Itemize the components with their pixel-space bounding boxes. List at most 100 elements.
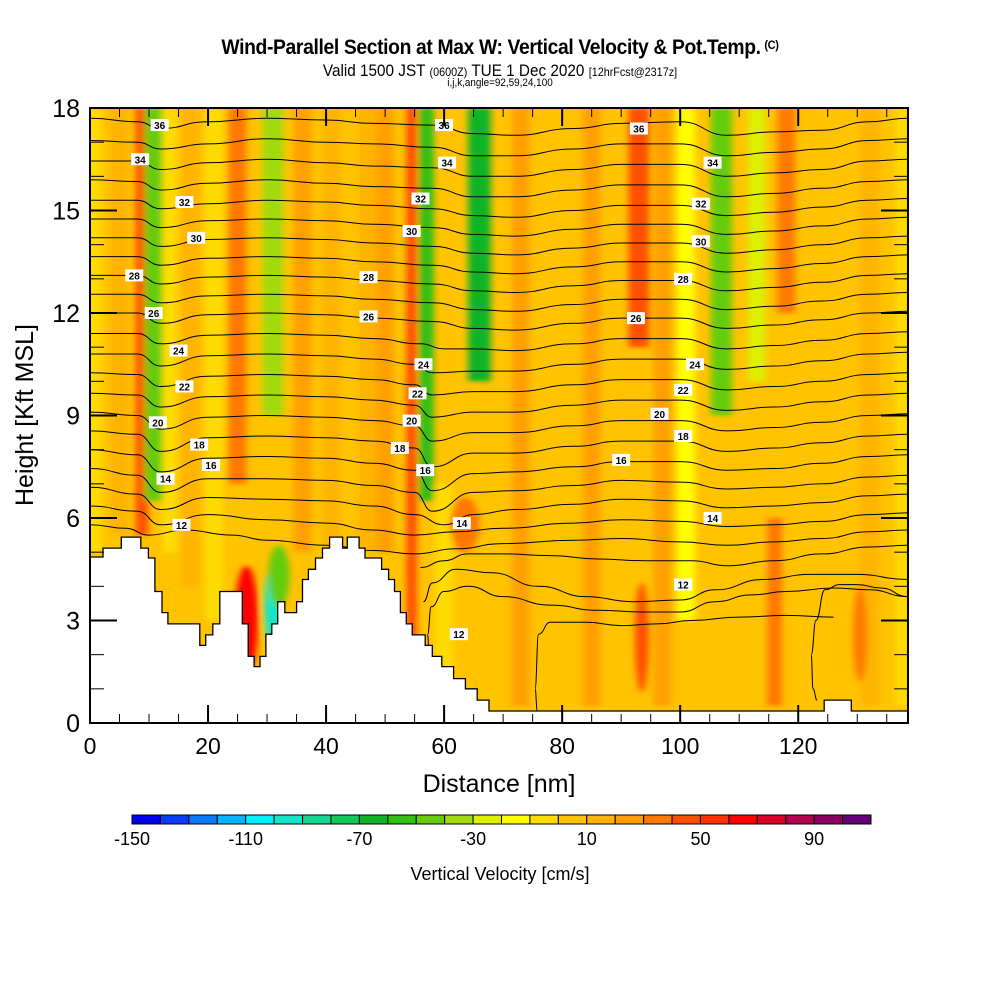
- valid-date: TUE 1 Dec 2020: [471, 61, 585, 80]
- colorbar-swatch: [188, 814, 218, 825]
- theta-contour-25: [90, 331, 908, 352]
- contour-label-text: 36: [154, 121, 166, 132]
- y-axis-label: Height [Kft MSL]: [11, 324, 39, 506]
- contour-label: 36: [150, 119, 169, 132]
- vv-band: [323, 108, 341, 553]
- x-axis-label: Distance [nm]: [423, 770, 576, 798]
- contour-label: 20: [402, 414, 421, 428]
- contour-label: 14: [156, 472, 175, 486]
- colorbar-swatch: [501, 814, 531, 825]
- contour-label-text: 26: [363, 312, 375, 323]
- colorbar-swatch: [245, 814, 275, 825]
- x-tick-label: 0: [84, 733, 97, 759]
- y-axis-tick-labels: 0 3 6 9 12 15 18: [52, 95, 80, 738]
- contour-label: 26: [626, 312, 645, 325]
- contour-label-box: [187, 231, 206, 244]
- colorbar-tick-label: -150: [114, 829, 150, 849]
- contour-label: 28: [125, 269, 144, 282]
- terrain-mask: [89, 536, 909, 724]
- colorbar-swatch: [813, 814, 844, 825]
- contour-label-box: [674, 578, 693, 591]
- plot-area: 36 34 32 30 28 26 24 22 20 18 16 14 12 28 26 36 34 32 30 24…: [89, 107, 909, 724]
- x-axis-tick-labels: 0 20 40 60 80 100 120: [84, 733, 818, 759]
- contour-label-text: 12: [176, 521, 188, 532]
- contour-label-text: 34: [707, 159, 719, 170]
- contour-label-box: [674, 272, 693, 285]
- theta-contour-29: [90, 254, 908, 275]
- contour-label-box: [131, 153, 150, 166]
- colorbar-swatch: [444, 814, 474, 825]
- colorbar-tick-label: 10: [577, 829, 597, 849]
- contour-label-box: [125, 269, 144, 282]
- theta-contour-23: [90, 372, 908, 396]
- colorbar-swatch: [216, 814, 247, 825]
- contour-label: 12: [172, 518, 191, 532]
- chart-title: Wind-Parallel Section at Max W: Vertical…: [40, 36, 960, 60]
- colorbar-swatch: [159, 814, 190, 825]
- contour-label-text: 14: [456, 519, 468, 530]
- theta-contour-21: [90, 411, 908, 442]
- contour-label-text: 30: [191, 234, 203, 245]
- contour-label: 30: [691, 235, 710, 248]
- contour-label: 24: [685, 358, 704, 371]
- vertical-velocity-field: [90, 108, 908, 706]
- contour-label-box: [411, 192, 430, 205]
- contour-labels: 36 34 32 30 28 26 24 22 20 18 16 14 12 28 26 36 34 32 30 24…: [125, 119, 722, 641]
- colorbar: [131, 814, 872, 825]
- colorbar-swatch: [842, 814, 872, 825]
- colorbar-tick-labels: -150 -110 -70 -30 10 50 90: [114, 829, 824, 849]
- contour-label-box: [703, 156, 722, 169]
- contour-label-text: 12: [678, 581, 690, 592]
- vv-band: [628, 108, 650, 348]
- contour-label-text: 32: [415, 195, 427, 206]
- contour-label: 36: [629, 122, 648, 136]
- contour-label-box: [416, 464, 435, 477]
- theta-contour-31: [90, 216, 908, 237]
- contour-label: 14: [703, 512, 722, 525]
- contour-label-box: [612, 453, 631, 466]
- contour-label-box: [691, 197, 710, 210]
- y-tick-label: 9: [66, 403, 80, 431]
- colorbar-tick-label: -30: [460, 829, 486, 849]
- theta-contour-35: [90, 138, 908, 157]
- colorbar-tick-label: 50: [690, 829, 710, 849]
- contour-label-text: 28: [363, 273, 375, 284]
- colorbar-swatch: [387, 814, 417, 825]
- colorbar-swatch: [785, 814, 815, 825]
- theta-contour-28: [90, 273, 908, 294]
- y-tick-label: 18: [52, 95, 80, 123]
- theta-contour-18: [90, 468, 908, 512]
- theta-contour-14: [420, 544, 908, 568]
- colorbar-swatch: [728, 814, 758, 825]
- contour-label-box: [150, 119, 169, 132]
- x-tick-label: 80: [549, 733, 575, 759]
- contour-label-box: [674, 430, 693, 442]
- contour-label-text: 22: [678, 386, 690, 397]
- contour-label-text: 34: [135, 155, 147, 166]
- valid-utc: (0600Z): [429, 65, 468, 79]
- contour-label-text: 14: [707, 514, 719, 525]
- contour-label-box: [175, 195, 194, 208]
- contour-label: 32: [691, 197, 710, 211]
- vv-cell: [853, 586, 868, 683]
- contour-label-text: 36: [633, 125, 645, 136]
- y-tick-label: 3: [66, 608, 80, 636]
- contour-label-box: [359, 310, 378, 323]
- contour-label-box: [359, 271, 378, 284]
- vv-band: [895, 108, 908, 706]
- contour-label: 32: [175, 195, 194, 209]
- vv-band: [228, 108, 247, 484]
- colorbar-swatch: [756, 814, 787, 825]
- contour-label-text: 26: [630, 314, 642, 325]
- contour-label-text: 18: [394, 444, 406, 455]
- vv-band: [812, 108, 831, 706]
- contour-label-text: 30: [695, 237, 707, 248]
- colorbar-swatch: [358, 814, 389, 825]
- contour-label-text: 32: [179, 198, 191, 209]
- theta-contour-20: [90, 430, 908, 468]
- contour-label: 22: [175, 380, 194, 393]
- contour-label: 20: [148, 416, 167, 429]
- contour-label-box: [438, 156, 457, 169]
- colorbar-swatch: [614, 814, 645, 825]
- theta-contour-16: [90, 505, 908, 536]
